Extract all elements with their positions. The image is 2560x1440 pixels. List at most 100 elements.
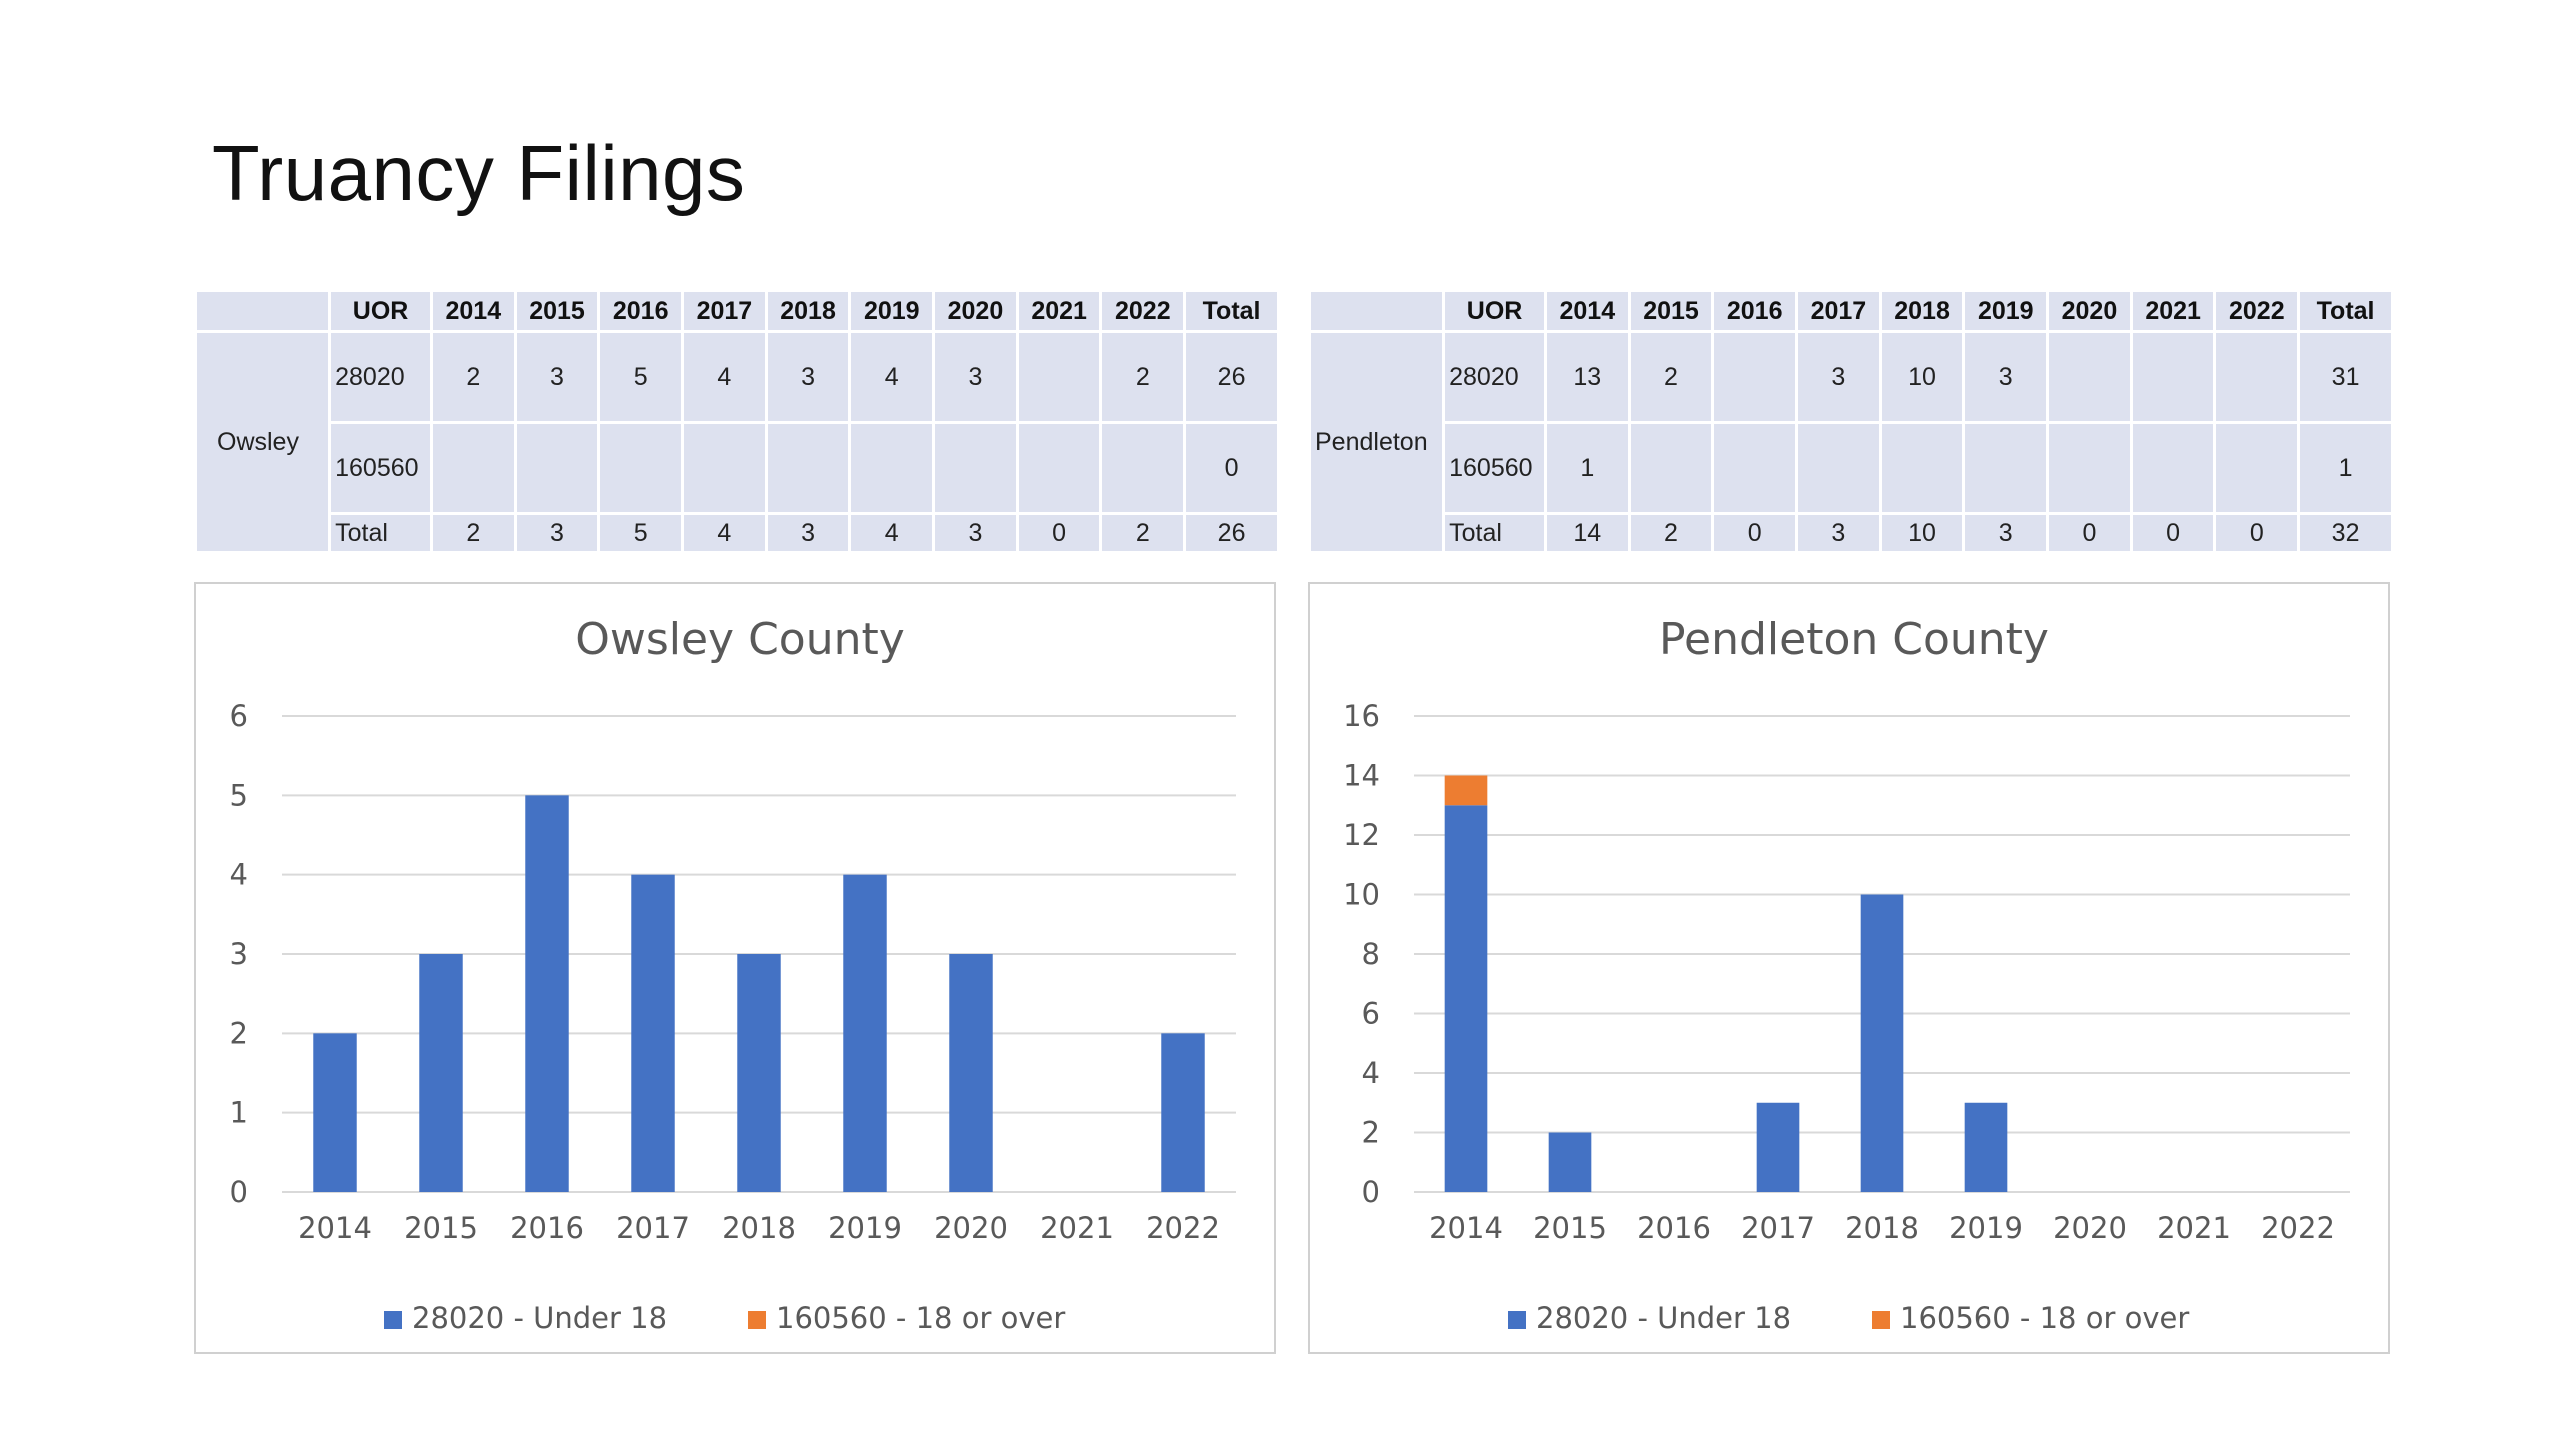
table-cell xyxy=(2216,333,2298,421)
x-tick-label: 2016 xyxy=(1637,1211,1711,1245)
column-header: 2019 xyxy=(1965,292,2047,330)
column-header: 2015 xyxy=(1630,292,1712,330)
table-corner xyxy=(1311,292,1443,330)
chart-title: Owsley County xyxy=(575,614,905,665)
county-name-cell: Owsley xyxy=(197,333,329,551)
table-cell xyxy=(2049,333,2130,421)
table-cell xyxy=(2049,424,2130,512)
bar xyxy=(1444,775,1488,806)
table-cell xyxy=(935,424,1016,512)
table-cell xyxy=(2216,424,2298,512)
column-header: 2018 xyxy=(1881,292,1963,330)
y-tick-label: 3 xyxy=(230,937,248,971)
table-cell: 0 xyxy=(2132,515,2214,551)
x-tick-label: 2022 xyxy=(2261,1211,2335,1245)
table-cell: 3 xyxy=(1965,333,2047,421)
y-tick-label: 1 xyxy=(230,1096,248,1130)
column-header: 2016 xyxy=(1714,292,1796,330)
y-tick-label: 4 xyxy=(230,858,248,892)
legend-swatch xyxy=(748,1311,766,1329)
column-header: 2014 xyxy=(1546,292,1628,330)
column-header: UOR xyxy=(331,292,430,330)
table-cell: 5 xyxy=(600,333,682,421)
table-cell: 0 xyxy=(1018,515,1100,551)
table-cell: 5 xyxy=(600,515,682,551)
table-cell: 160560 xyxy=(1445,424,1544,512)
table-cell: 2 xyxy=(1630,333,1712,421)
column-header: 2017 xyxy=(1798,292,1879,330)
page-title: Truancy Filings xyxy=(212,129,746,217)
x-tick-label: 2015 xyxy=(404,1211,478,1245)
column-header: 2017 xyxy=(684,292,765,330)
table-cell: Total xyxy=(331,515,430,551)
x-tick-label: 2014 xyxy=(298,1211,372,1245)
table-cell: 0 xyxy=(2216,515,2298,551)
y-tick-label: 6 xyxy=(230,699,248,733)
y-tick-label: 4 xyxy=(1362,1056,1380,1090)
owsley-uor-table: UOR 2014 2015 2016 2017 2018 2019 2020 2… xyxy=(194,289,1280,554)
x-tick-label: 2014 xyxy=(1429,1211,1503,1245)
table-cell: 3 xyxy=(935,515,1016,551)
y-tick-label: 0 xyxy=(1362,1175,1380,1209)
x-tick-label: 2020 xyxy=(934,1211,1008,1245)
table-cell: 2 xyxy=(432,333,514,421)
table-cell xyxy=(1798,424,1879,512)
table-cell xyxy=(2132,424,2214,512)
table-cell xyxy=(1965,424,2047,512)
table-cell: 0 xyxy=(2049,515,2130,551)
table-cell: 4 xyxy=(684,333,765,421)
table-cell: 2 xyxy=(432,515,514,551)
legend-label: 160560 - 18 or over xyxy=(1900,1301,2189,1335)
x-tick-label: 2021 xyxy=(1040,1211,1114,1245)
y-tick-label: 2 xyxy=(230,1016,248,1050)
table-cell: 4 xyxy=(851,515,933,551)
table-cell: 2 xyxy=(1630,515,1712,551)
table-cell: 32 xyxy=(2300,515,2391,551)
column-header: 2021 xyxy=(2132,292,2214,330)
table-cell: 31 xyxy=(2300,333,2391,421)
table-cell xyxy=(684,424,765,512)
table-cell xyxy=(1018,424,1100,512)
column-header: 2020 xyxy=(935,292,1016,330)
table-cell: 13 xyxy=(1546,333,1628,421)
table-cell: 2 xyxy=(1102,333,1184,421)
column-header: 2019 xyxy=(851,292,933,330)
table-cell xyxy=(600,424,682,512)
bar xyxy=(1444,805,1488,1192)
y-tick-label: 16 xyxy=(1343,699,1380,733)
y-tick-label: 0 xyxy=(230,1175,248,1209)
x-tick-label: 2020 xyxy=(2053,1211,2127,1245)
x-tick-label: 2022 xyxy=(1146,1211,1220,1245)
column-header: 2015 xyxy=(516,292,598,330)
table-cell: 3 xyxy=(516,515,598,551)
column-header: 2022 xyxy=(1102,292,1184,330)
column-header: Total xyxy=(2300,292,2391,330)
bar xyxy=(313,1033,357,1192)
x-tick-label: 2016 xyxy=(510,1211,584,1245)
bar xyxy=(1860,894,1904,1192)
table-cell xyxy=(516,424,598,512)
table-cell xyxy=(1102,424,1184,512)
column-header: 2022 xyxy=(2216,292,2298,330)
x-tick-label: 2017 xyxy=(616,1211,690,1245)
column-header: 2018 xyxy=(767,292,849,330)
x-tick-label: 2018 xyxy=(722,1211,796,1245)
x-tick-label: 2017 xyxy=(1741,1211,1815,1245)
legend-swatch xyxy=(1872,1311,1890,1329)
bar xyxy=(1756,1102,1800,1192)
y-tick-label: 12 xyxy=(1343,818,1380,852)
table-cell xyxy=(851,424,933,512)
y-tick-label: 6 xyxy=(1362,997,1380,1031)
bar xyxy=(1548,1132,1592,1192)
bar xyxy=(631,874,675,1192)
table-cell: Total xyxy=(1445,515,1544,551)
x-tick-label: 2015 xyxy=(1533,1211,1607,1245)
table-cell xyxy=(1018,333,1100,421)
table-cell: 10 xyxy=(1881,515,1963,551)
table-cell: 160560 xyxy=(331,424,430,512)
pendleton-county-chart: Pendleton County 0 2 4 6 8 10 12 14 16 2014 2015 201… xyxy=(1308,582,2390,1354)
table-cell xyxy=(432,424,514,512)
chart-title: Pendleton County xyxy=(1659,614,2049,665)
table-cell: 3 xyxy=(1798,333,1879,421)
y-tick-label: 8 xyxy=(1362,937,1380,971)
